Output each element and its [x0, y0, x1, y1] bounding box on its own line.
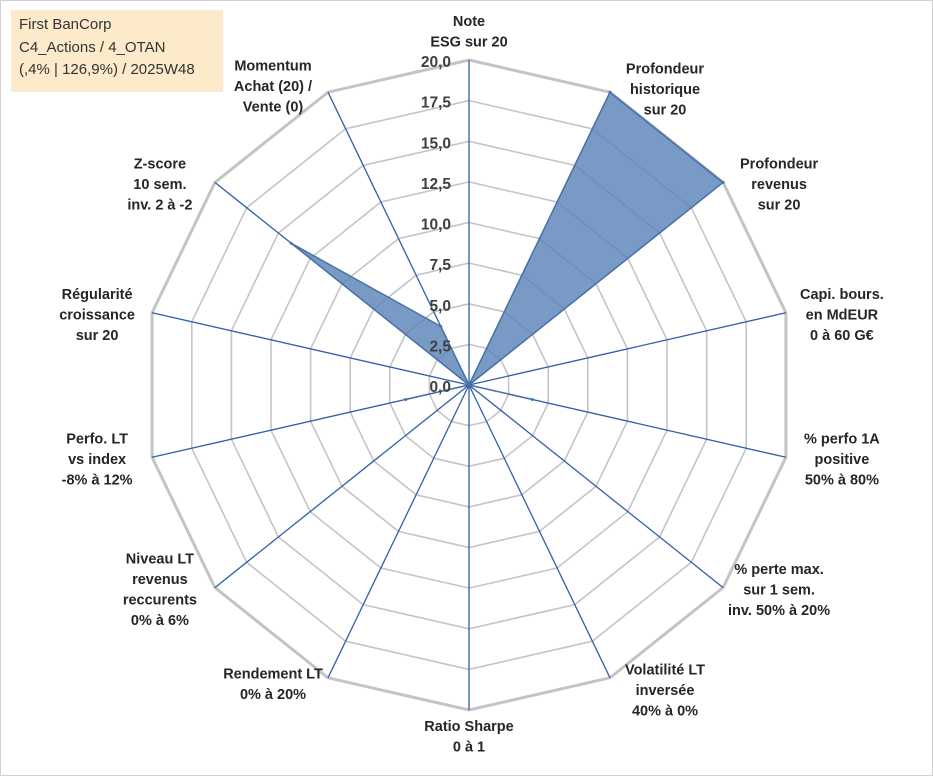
stats-label: (,4% | 126,9%) / 2025W48: [19, 61, 195, 78]
axis-label: Momentum Achat (20) / Vente (0): [234, 58, 312, 115]
axis-label: % perfo 1A positive 50% à 80%: [804, 432, 880, 489]
tick-label: 0,0: [429, 379, 451, 396]
tick-label: 5,0: [429, 298, 451, 315]
axis-spoke: [468, 384, 611, 679]
tick-label: 7,5: [429, 257, 451, 274]
axis-label: Ratio Sharpe 0 à 1: [424, 719, 513, 756]
tick-label: 20,0: [421, 54, 451, 71]
tick-label: 17,5: [421, 95, 452, 112]
data-point: [608, 90, 612, 94]
axis-label: Rendement LT 0% à 20%: [223, 667, 323, 704]
company-name: First BanCorp: [19, 16, 112, 33]
data-point: [721, 180, 725, 184]
data-series-area: [290, 91, 725, 401]
axis-spoke: [214, 384, 470, 589]
axis-spoke: [468, 312, 787, 386]
axis-label: Note ESG sur 20: [430, 14, 507, 51]
axis-label: Profondeur historique sur 20: [626, 61, 704, 118]
data-point: [404, 398, 408, 401]
tick-label: 2,5: [429, 338, 451, 355]
tick-label: 12,5: [421, 176, 452, 193]
axis-label: Capi. bours. en MdEUR 0 à 60 G€: [800, 287, 884, 344]
data-point: [530, 398, 534, 401]
axis-spoke: [151, 312, 470, 386]
axis-label: Niveau LT revenus reccurents 0% à 6%: [123, 552, 197, 630]
axis-spoke: [468, 384, 724, 589]
axis-spoke: [327, 384, 470, 679]
axis-label: Z-score 10 sem. inv. 2 à -2: [127, 157, 192, 214]
axis-label: Perfo. LT vs index -8% à 12%: [62, 432, 133, 489]
data-point: [289, 241, 293, 245]
info-box: First BanCorp C4_Actions / 4_OTAN (,4% |…: [11, 10, 223, 92]
axis-label: Volatilité LT inversée 40% à 0%: [625, 662, 705, 719]
axis-label: Profondeur revenus sur 20: [740, 157, 818, 214]
axis-label: Régularité croissance sur 20: [59, 287, 135, 344]
axis-label: % perte max. sur 1 sem. inv. 50% à 20%: [728, 562, 830, 619]
category-label: C4_Actions / 4_OTAN: [19, 38, 166, 56]
data-point: [439, 324, 443, 328]
tick-label: 15,0: [421, 135, 451, 152]
tick-label: 10,0: [421, 217, 451, 234]
data-point: [467, 383, 471, 387]
